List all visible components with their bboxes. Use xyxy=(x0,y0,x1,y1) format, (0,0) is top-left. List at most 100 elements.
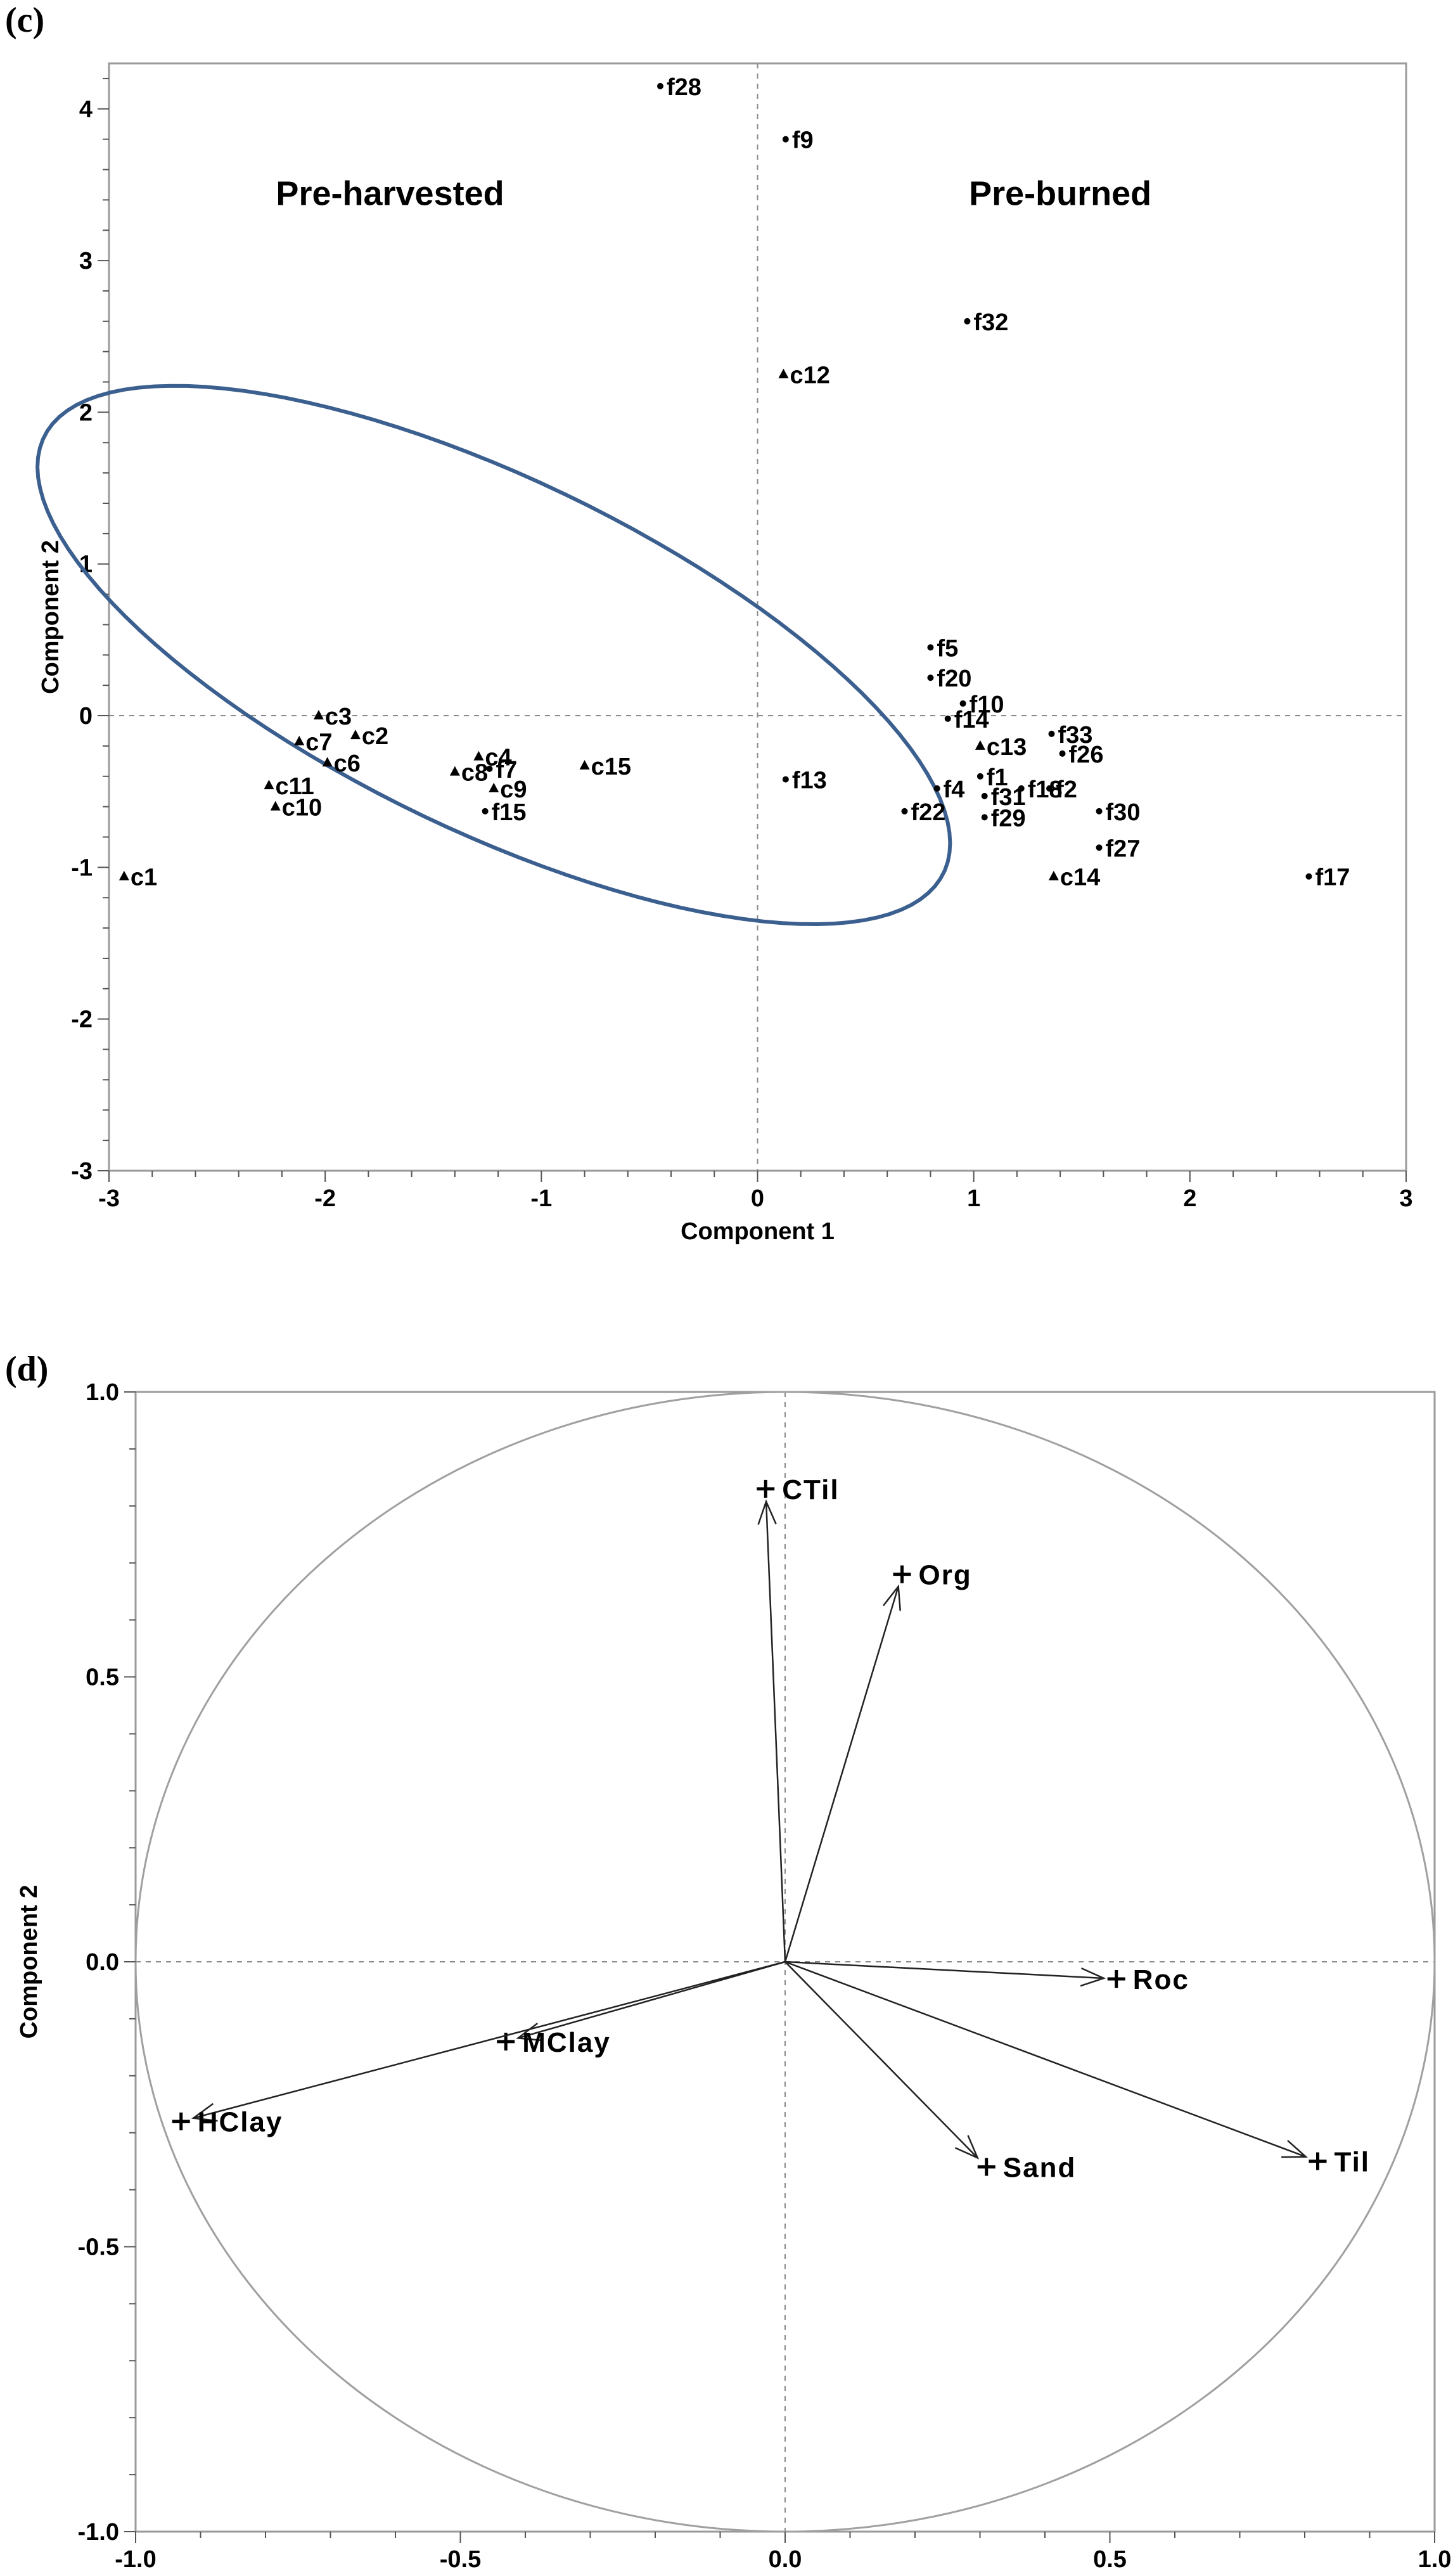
point-label-f4: f4 xyxy=(944,776,965,803)
vector-tip-marker-CTil xyxy=(757,1479,775,1498)
point-label-f20: f20 xyxy=(937,666,971,692)
point-marker-f27 xyxy=(1096,844,1103,851)
point-label-f18: f18 xyxy=(1028,776,1063,803)
point-label-c1: c1 xyxy=(131,865,157,891)
point-label-c2: c2 xyxy=(362,723,388,750)
point-label-f22: f22 xyxy=(911,799,945,826)
vector-tip-marker-Til xyxy=(1309,2152,1327,2170)
x-tick-label: -3 xyxy=(98,1185,120,1212)
arrowhead-Sand xyxy=(955,2135,980,2160)
point-label-f27: f27 xyxy=(1106,835,1141,862)
vector-label-CTil: CTil xyxy=(782,1474,839,1505)
vector-label-Til: Til xyxy=(1335,2147,1371,2178)
y-tick-label: -1 xyxy=(71,854,93,881)
y-axis-label: Component 2 xyxy=(16,1885,42,2039)
panel-label-d: (d) xyxy=(5,1349,49,1389)
point-marker-f33 xyxy=(1048,730,1055,737)
point-marker-c15 xyxy=(579,760,590,770)
point-marker-f22 xyxy=(901,808,908,815)
point-marker-f2 xyxy=(1046,785,1053,792)
point-marker-c14 xyxy=(1048,870,1059,880)
x-tick-label: 2 xyxy=(1183,1185,1196,1212)
point-label-f33: f33 xyxy=(1058,722,1092,749)
point-label-f29: f29 xyxy=(991,805,1026,832)
point-label-c15: c15 xyxy=(591,754,631,780)
loading-vector-Til xyxy=(784,1961,1307,2158)
vector-label-Roc: Roc xyxy=(1133,1964,1189,1995)
vector-label-Org: Org xyxy=(919,1560,972,1591)
y-tick-label: 2 xyxy=(79,399,93,426)
point-label-f15: f15 xyxy=(492,799,527,826)
biplot-d: -1.0 -0.5 0.0 0.5 1.0 -1.0 -0.5 0.0 0.5 1.0 Compon… xyxy=(16,1379,1451,2576)
point-label-c13: c13 xyxy=(987,734,1027,761)
x-tick-label: 0.0 xyxy=(769,2546,802,2573)
point-marker-f30 xyxy=(1096,808,1103,815)
loading-vector-MClay xyxy=(518,1961,786,2039)
y-tick-label: 0 xyxy=(79,703,93,730)
highlight-ellipse xyxy=(35,383,952,927)
x-axis-label: Component 1 xyxy=(681,1218,835,1245)
point-label-f13: f13 xyxy=(792,768,827,794)
point-marker-c13 xyxy=(975,740,985,750)
point-marker-f4 xyxy=(933,785,940,792)
point-marker-f1 xyxy=(976,773,983,780)
point-label-c7: c7 xyxy=(305,730,332,756)
y-tick-label: -1.0 xyxy=(78,2519,119,2546)
point-marker-f13 xyxy=(782,776,789,783)
point-label-f14: f14 xyxy=(954,707,989,733)
point-marker-c3 xyxy=(313,710,324,720)
x-tick-label: 0.5 xyxy=(1093,2546,1127,2573)
point-marker-f7 xyxy=(486,765,493,772)
point-label-c8: c8 xyxy=(461,760,488,787)
point-marker-c12 xyxy=(778,368,789,378)
y-tick-label: -3 xyxy=(71,1158,93,1185)
x-tick-label: 1.0 xyxy=(1418,2546,1452,2573)
x-tick-label: 0 xyxy=(751,1185,764,1212)
y-tick-label: -0.5 xyxy=(78,2234,119,2261)
vector-tip-marker-Roc xyxy=(1107,1969,1125,1988)
point-label-f1: f1 xyxy=(987,764,1008,791)
point-marker-f15 xyxy=(482,808,489,815)
point-marker-c6 xyxy=(322,757,333,767)
vector-label-Sand: Sand xyxy=(1003,2153,1077,2184)
point-marker-c4 xyxy=(473,750,484,761)
arrowhead-HClay xyxy=(191,2103,218,2122)
point-label-c12: c12 xyxy=(790,363,829,389)
point-marker-c7 xyxy=(294,735,305,745)
loading-vector-Org xyxy=(784,1586,899,1962)
point-label-f9: f9 xyxy=(792,127,814,154)
y-tick-label: -2 xyxy=(71,1007,93,1033)
point-marker-c8 xyxy=(449,766,460,776)
point-label-c3: c3 xyxy=(325,704,352,730)
loading-vector-CTil xyxy=(765,1501,786,1962)
point-marker-f9 xyxy=(782,136,789,143)
y-tick-label: 3 xyxy=(79,248,93,274)
point-marker-f5 xyxy=(927,644,934,651)
point-marker-f14 xyxy=(944,715,951,722)
point-label-f5: f5 xyxy=(937,635,958,662)
y-tick-label: 1.0 xyxy=(86,1379,119,1406)
point-marker-f26 xyxy=(1059,750,1066,757)
point-label-f30: f30 xyxy=(1106,799,1141,826)
x-tick-label: -1.0 xyxy=(115,2546,156,2573)
point-label-f2: f2 xyxy=(1056,776,1077,803)
vector-label-HClay: HClay xyxy=(198,2107,283,2138)
vector-tip-marker-Sand xyxy=(977,2158,995,2176)
loading-vector-HClay xyxy=(193,1961,786,2119)
point-marker-c11 xyxy=(264,780,274,790)
point-label-c11: c11 xyxy=(275,773,314,800)
point-marker-c2 xyxy=(350,730,361,740)
arrowhead-Org xyxy=(882,1584,901,1611)
x-tick-label: -2 xyxy=(314,1185,336,1212)
x-axis-label: Component 1 xyxy=(708,2574,862,2576)
arrowhead-CTil xyxy=(757,1499,777,1525)
y-tick-label: 4 xyxy=(79,96,93,123)
point-label-c10: c10 xyxy=(282,795,322,821)
loading-vector-Roc xyxy=(784,1961,1104,1980)
x-tick-label: -1 xyxy=(530,1185,552,1212)
point-label-c6: c6 xyxy=(334,750,361,777)
x-tick-label: 3 xyxy=(1399,1185,1412,1212)
point-marker-f31 xyxy=(981,792,988,799)
